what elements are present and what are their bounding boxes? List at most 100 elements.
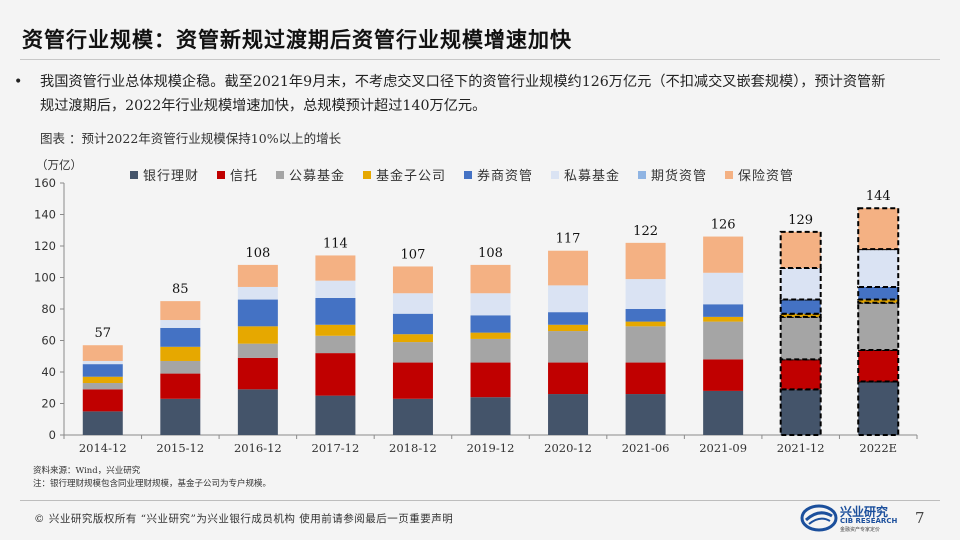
- legend-label: 保险资管: [738, 169, 794, 184]
- bar-segment: [160, 301, 201, 321]
- bar-segment: [315, 353, 356, 396]
- total-label: 57: [94, 326, 111, 341]
- legend-swatch: [638, 171, 646, 179]
- y-tick-label: 0: [49, 428, 56, 442]
- page-number: 7: [915, 509, 925, 527]
- bar-segment: [857, 285, 900, 301]
- logo-english: CIB RESEARCH: [840, 517, 898, 525]
- y-tick-label: 20: [41, 397, 56, 411]
- logo-subtitle: 金融资产专家定价: [840, 527, 881, 533]
- total-label: 126: [711, 218, 736, 233]
- chart-total-labels: 57 85 108 114 107 108 117 122 126 129 144: [94, 189, 890, 341]
- bar-segment: [470, 264, 511, 294]
- bar-segment: [315, 335, 356, 354]
- x-tick-label: 2016-12: [234, 441, 282, 455]
- y-tick-label: 40: [41, 365, 56, 379]
- bullet-dot-icon: •: [14, 74, 23, 90]
- legend-swatch: [130, 171, 138, 179]
- total-label: 108: [245, 246, 270, 261]
- legend-label: 公募基金: [289, 168, 345, 184]
- bar-segment: [392, 334, 433, 343]
- bar-segment: [82, 345, 123, 361]
- bar-segment: [703, 316, 744, 322]
- bar-segment: [703, 236, 744, 273]
- bar-segment: [470, 362, 511, 398]
- bar-segment: [857, 207, 900, 251]
- bar-segment: [82, 376, 123, 384]
- bar-segment: [625, 394, 666, 435]
- legend-swatch: [363, 171, 371, 179]
- legend-label: 私募基金: [564, 168, 620, 184]
- bar-segment: [548, 324, 589, 332]
- total-label: 117: [556, 232, 581, 247]
- legend-swatch: [464, 171, 472, 179]
- cib-research-logo: 兴业研究 CIB RESEARCH 金融资产专家定价: [800, 503, 900, 535]
- bar-segment: [82, 411, 123, 435]
- summary-bullet: • 我国资管行业总体规模企稳。截至2021年9月末，不考虑交叉口径下的资管行业规…: [14, 70, 894, 118]
- x-tick-label: 2018-12: [389, 441, 437, 455]
- bar-segment: [392, 313, 433, 335]
- bar-segment: [625, 321, 666, 327]
- bar-segment: [160, 320, 201, 328]
- bar-segment: [703, 304, 744, 317]
- bar-segment: [82, 383, 123, 390]
- x-tick-label: 2021-06: [622, 441, 670, 455]
- bar-segment: [160, 327, 201, 347]
- bar-segment: [392, 293, 433, 314]
- bar-segment: [548, 331, 589, 363]
- bar-segment: [237, 326, 278, 344]
- y-tick-label: 140: [34, 208, 56, 222]
- bar-segment: [779, 388, 822, 436]
- page-title: 资管行业规模：资管新规过渡期后资管行业规模增速加快: [22, 28, 572, 52]
- x-tick-label: 2015-12: [156, 441, 204, 455]
- bar-segment: [548, 285, 589, 313]
- x-tick-label: 2020-12: [544, 441, 592, 455]
- chart-bars: [82, 207, 900, 436]
- footer-divider: [20, 500, 940, 501]
- bar-segment: [470, 332, 511, 339]
- bar-segment: [857, 348, 900, 383]
- y-axis-label: （万亿）: [36, 158, 82, 172]
- bar-segment: [779, 267, 822, 301]
- total-label: 85: [172, 282, 189, 297]
- y-tick-label: 80: [41, 302, 56, 316]
- bar-segment: [237, 343, 278, 358]
- legend-label: 信托: [230, 169, 258, 184]
- bar-segment: [625, 362, 666, 395]
- bar-segment: [857, 301, 900, 351]
- bar-segment: [703, 272, 744, 305]
- bar-segment: [392, 342, 433, 363]
- legend-swatch: [217, 171, 225, 179]
- bar-segment: [703, 321, 744, 360]
- total-label: 122: [633, 224, 658, 239]
- x-tick-label: 2022E: [859, 441, 897, 455]
- bar-segment: [625, 309, 666, 322]
- bar-segment: [779, 230, 822, 270]
- source-note: 资料来源：Wind，兴业研究: [33, 466, 141, 476]
- logo-name: 兴业研究: [840, 505, 889, 519]
- bar-segment: [315, 324, 356, 336]
- bar-segment: [237, 286, 278, 300]
- y-tick-label: 120: [34, 239, 56, 253]
- bar-segment: [470, 315, 511, 333]
- bar-segment: [315, 280, 356, 298]
- cib-logo-icon: [800, 504, 838, 532]
- bar-segment: [392, 362, 433, 399]
- y-tick-label: 60: [41, 334, 56, 348]
- total-label: 144: [866, 189, 891, 204]
- bar-segment: [392, 266, 433, 294]
- bar-segment: [160, 346, 201, 361]
- bar-segment: [237, 299, 278, 327]
- chart-legend: 银行理财 信托 公募基金 基金子公司 券商资管 私募基金 期货资管 保险资管: [130, 168, 794, 184]
- chart-axes: 0 20 40 60 80 100 120 140 160 2014-12 2015-12 2016-…: [34, 176, 918, 455]
- bar-segment: [237, 389, 278, 435]
- bar-segment: [548, 312, 589, 325]
- legend-label: 券商资管: [477, 168, 533, 184]
- x-tick-label: 2019-12: [467, 441, 515, 455]
- legend-swatch: [551, 171, 559, 179]
- bar-segment: [625, 279, 666, 309]
- bar-segment: [82, 389, 123, 412]
- bar-segment: [625, 326, 666, 363]
- bar-segment: [470, 397, 511, 435]
- total-label: 114: [323, 236, 348, 251]
